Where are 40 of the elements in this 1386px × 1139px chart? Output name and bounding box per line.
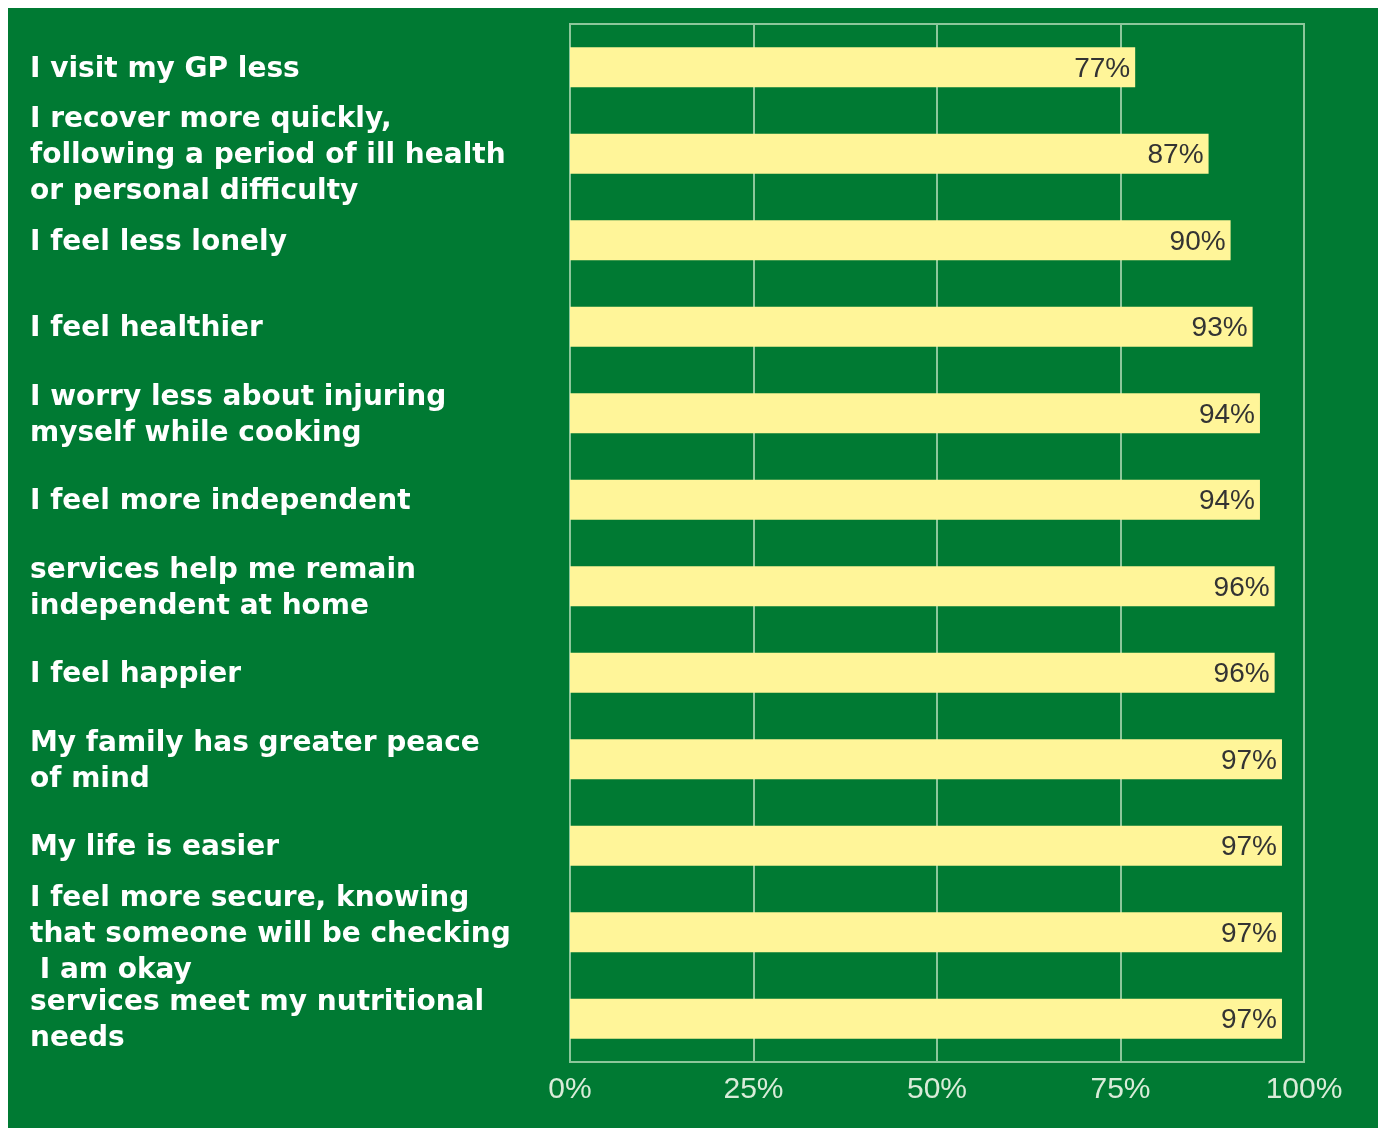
bar: [570, 825, 1282, 866]
y-tick-label: I worry less about injuring myself while cooking: [30, 378, 456, 448]
bar: [570, 393, 1260, 434]
x-tick-label: 0%: [548, 1070, 592, 1104]
bar: [570, 998, 1282, 1039]
bar: [570, 220, 1231, 261]
y-tick-label: My life is easier: [30, 829, 280, 863]
y-tick-label: I recover more quickly, following a period of ill health or personal difficulty: [30, 101, 516, 207]
y-tick-label: services help me remain independent at home: [30, 551, 426, 621]
data-label: 94%: [1198, 397, 1255, 429]
y-tick-label: I feel more independent: [30, 483, 411, 517]
x-tick-label: 100%: [1265, 1070, 1343, 1104]
data-label: 90%: [1169, 224, 1226, 256]
bar: [570, 566, 1275, 607]
y-tick-label: I feel healthier: [30, 310, 263, 344]
bar: [570, 739, 1282, 780]
data-label: 77%: [1074, 51, 1131, 83]
data-label: 97%: [1220, 743, 1277, 775]
y-tick-label: I feel less lonely: [30, 223, 287, 257]
bar: [570, 47, 1136, 88]
bar: [570, 133, 1209, 174]
y-tick-label: I visit my GP less: [30, 50, 300, 84]
data-label: 87%: [1147, 138, 1204, 170]
data-label: 96%: [1213, 657, 1270, 689]
bar: [570, 479, 1260, 520]
x-tick-label: 50%: [906, 1070, 968, 1104]
data-label: 94%: [1198, 484, 1255, 516]
data-label: 97%: [1220, 830, 1277, 862]
data-label: 97%: [1220, 1003, 1277, 1035]
data-label: 96%: [1213, 570, 1270, 602]
bar: [570, 912, 1282, 953]
x-tick-label: 25%: [723, 1070, 784, 1104]
y-tick-label: My family has greater peace of mind: [30, 724, 490, 794]
data-label: 93%: [1191, 311, 1248, 343]
y-tick-label: I feel happier: [30, 656, 242, 690]
data-label: 97%: [1220, 916, 1277, 948]
x-tick-label: 75%: [1090, 1070, 1151, 1104]
y-tick-label: services meet my nutritional needs: [30, 984, 494, 1054]
bar: [570, 652, 1275, 693]
bar: [570, 306, 1253, 347]
